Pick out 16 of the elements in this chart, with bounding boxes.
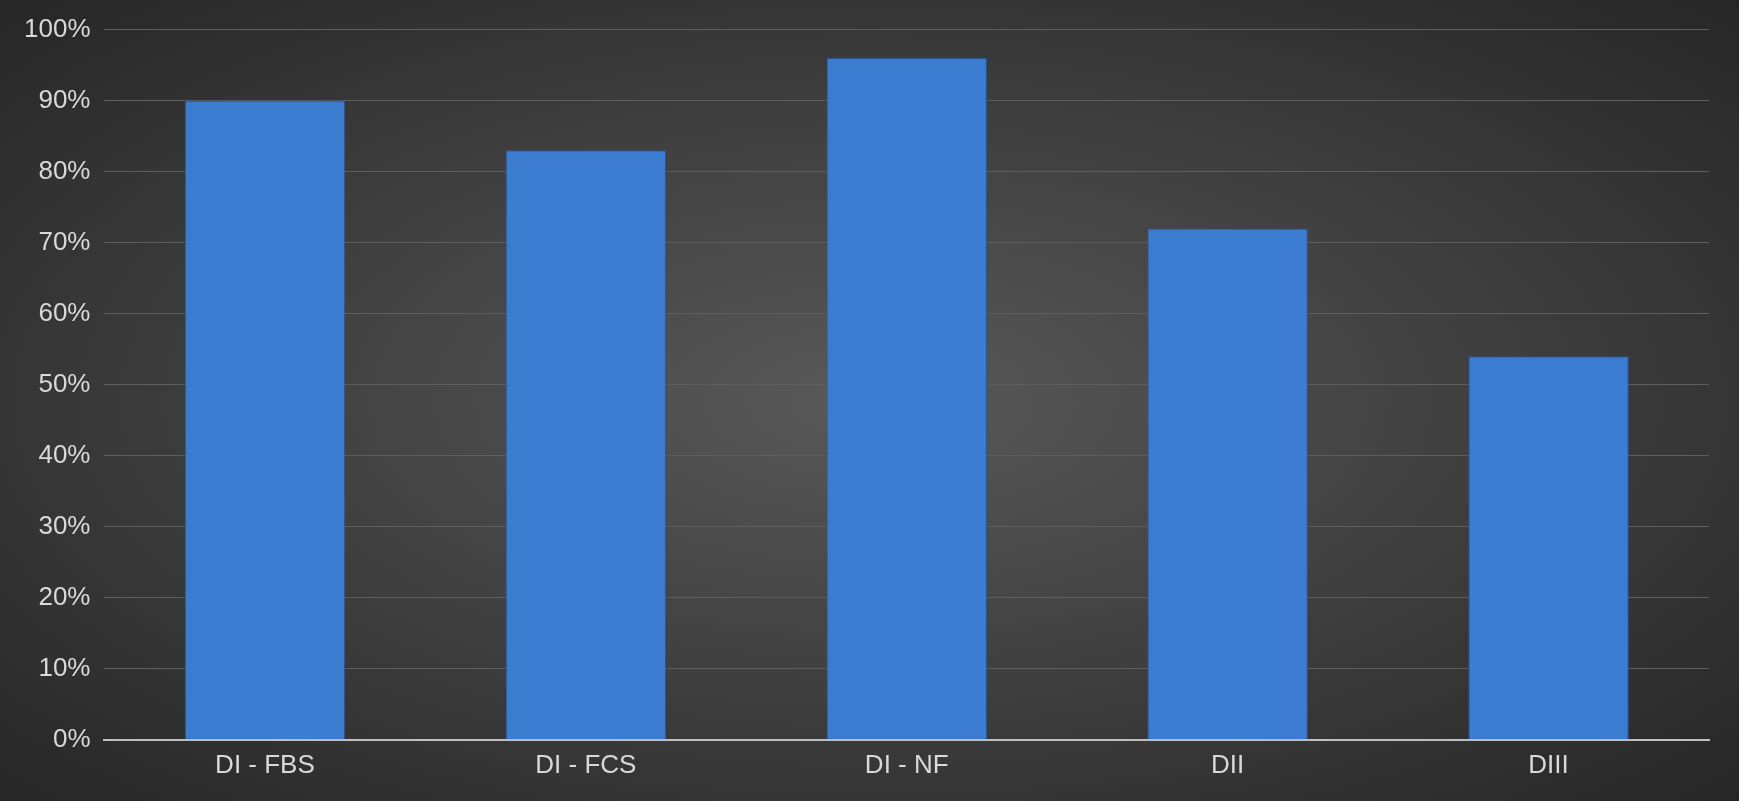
y-tick-label: 60% [38,296,91,327]
x-tick-label: DII [1211,748,1245,779]
x-tick-label: DI - FCS [535,748,637,779]
x-tick-label: DIII [1528,748,1569,779]
y-tick-label: 10% [38,651,91,682]
y-tick-label: 40% [38,438,91,469]
x-tick-label: DI - NF [864,748,949,779]
y-tick-label: 20% [38,580,91,611]
y-tick-label: 50% [38,367,91,398]
y-tick-label: 0% [52,722,91,753]
x-tick-label: DI - FBS [215,748,315,779]
y-tick-label: 70% [38,225,91,256]
y-tick-label: 100% [24,12,91,43]
y-tick-label: 30% [38,509,91,540]
y-tick-label: 80% [38,154,91,185]
y-tick-label: 90% [38,83,91,114]
